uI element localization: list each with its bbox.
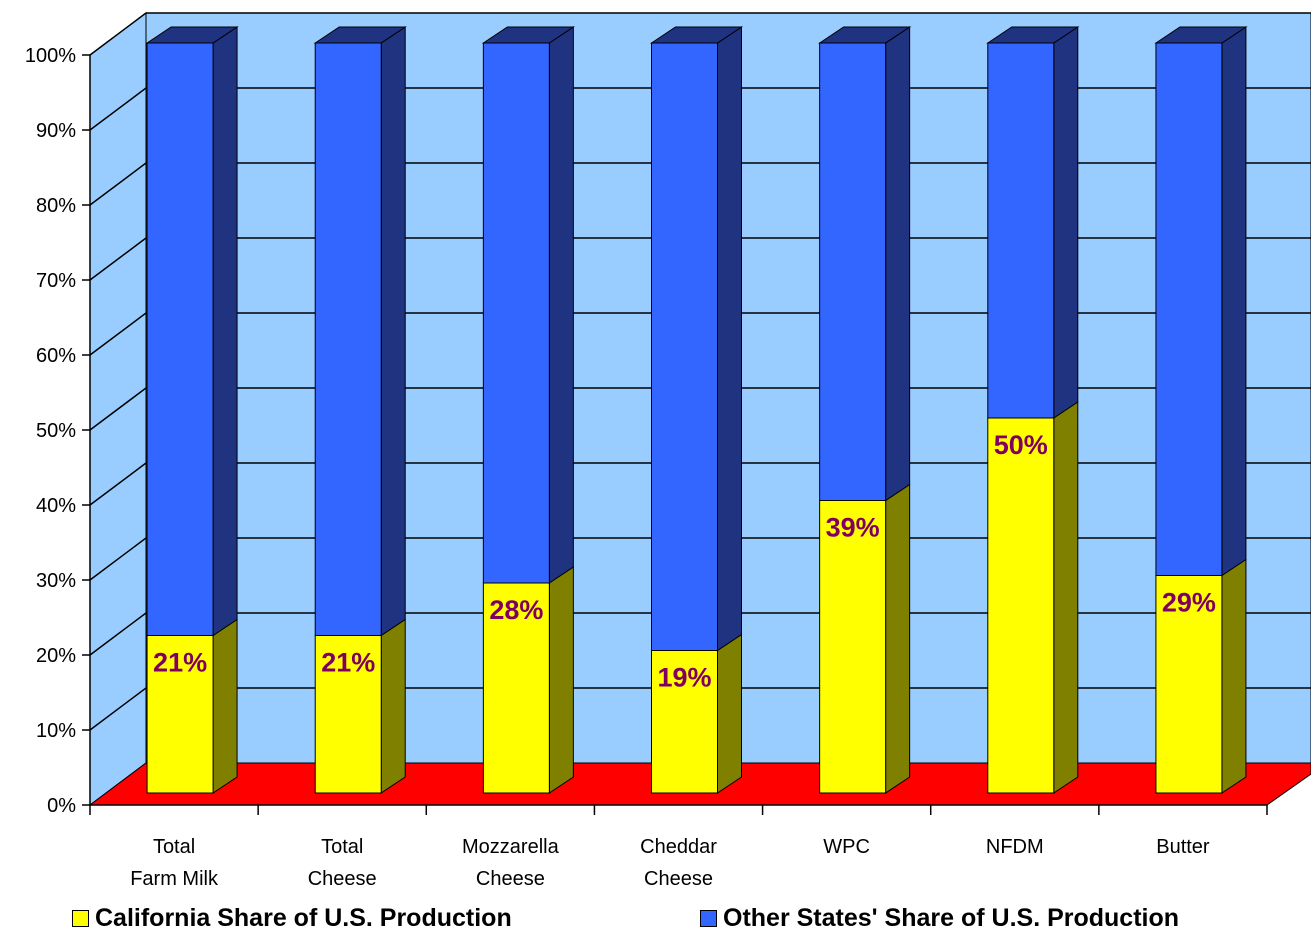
gridline	[89, 312, 1311, 356]
gridline	[89, 612, 1311, 656]
y-tick-label: 30%	[36, 570, 76, 592]
y-tick-label: 90%	[36, 120, 76, 142]
gridline	[89, 12, 1311, 56]
bar-side-other	[380, 26, 406, 637]
bar-side-california	[380, 618, 406, 794]
gridline	[89, 87, 1311, 131]
data-label-california: 39%	[826, 513, 880, 543]
x-tick-label: WPC	[823, 836, 870, 858]
legend-swatch-other	[700, 909, 717, 927]
x-tick-label: Cheddar Cheese	[640, 836, 717, 890]
bar-top-other	[313, 26, 407, 44]
data-label-california: 50%	[994, 430, 1048, 460]
legend-item-other: Other States' Share of U.S. Production	[700, 902, 1179, 934]
x-tick-label: Total Cheese	[308, 836, 377, 890]
bar-top-other	[986, 26, 1080, 44]
bar-side-california	[1053, 401, 1079, 794]
bar-top-other	[817, 26, 912, 44]
bar-california	[819, 500, 887, 794]
bar-side-other	[885, 26, 911, 502]
bar-side-california	[212, 618, 238, 794]
bar-other	[146, 42, 214, 636]
data-label-california: 21%	[153, 648, 207, 678]
gridline	[89, 687, 1311, 731]
bar-top-other	[1154, 26, 1248, 44]
legend-swatch-california	[72, 909, 89, 927]
bar-california	[1155, 575, 1223, 794]
bar-side-california	[885, 483, 911, 794]
bar-top-other	[145, 26, 239, 44]
bar-side-other	[717, 26, 742, 652]
bar-side-california	[717, 633, 742, 794]
gridline	[89, 462, 1311, 506]
data-label-california: 19%	[657, 663, 711, 693]
bar-other	[819, 42, 887, 501]
bar-side-california	[1221, 558, 1247, 794]
y-tick-label: 10%	[36, 720, 76, 742]
y-tick-label: 100%	[25, 45, 76, 67]
bar-side-other	[1221, 26, 1247, 577]
bar-california	[651, 650, 718, 794]
y-tick-label: 70%	[36, 270, 76, 292]
bar-other	[1155, 42, 1223, 576]
bar-other	[651, 42, 718, 651]
y-tick-label: 50%	[36, 420, 76, 442]
legend-item-california: California Share of U.S. Production	[72, 902, 512, 934]
bar-side-other	[548, 26, 574, 584]
bar-california	[146, 635, 214, 794]
bar-other	[314, 42, 382, 636]
y-tick-label: 60%	[36, 345, 76, 367]
bar-side-other	[212, 26, 238, 637]
legend-label-california: California Share of U.S. Production	[95, 903, 512, 932]
bar-side-other	[1053, 26, 1079, 419]
y-tick-label: 80%	[36, 195, 76, 217]
gridline	[89, 387, 1311, 431]
gridline	[89, 237, 1311, 281]
legend-label-other: Other States' Share of U.S. Production	[723, 903, 1180, 932]
gridline	[89, 162, 1311, 206]
x-tick-label: Total Farm Milk	[130, 836, 219, 890]
bar-other	[482, 42, 550, 584]
gridline	[89, 537, 1311, 581]
data-label-california: 29%	[1162, 588, 1216, 618]
data-label-california: 21%	[321, 648, 375, 678]
x-tick-label: Butter	[1156, 836, 1210, 858]
y-tick-label: 0%	[47, 795, 76, 817]
bar-other	[987, 42, 1055, 419]
bar-california	[314, 635, 382, 794]
y-tick-label: 20%	[36, 645, 76, 667]
x-tick-label: NFDM	[986, 836, 1044, 858]
x-tick-label: Mozzarella Cheese	[462, 836, 560, 890]
bar-top-other	[649, 26, 744, 44]
data-label-california: 28%	[489, 595, 543, 625]
y-tick-label: 40%	[36, 495, 76, 517]
bar-side-california	[548, 566, 574, 794]
bar-top-other	[481, 26, 576, 44]
bar-california	[987, 417, 1055, 794]
